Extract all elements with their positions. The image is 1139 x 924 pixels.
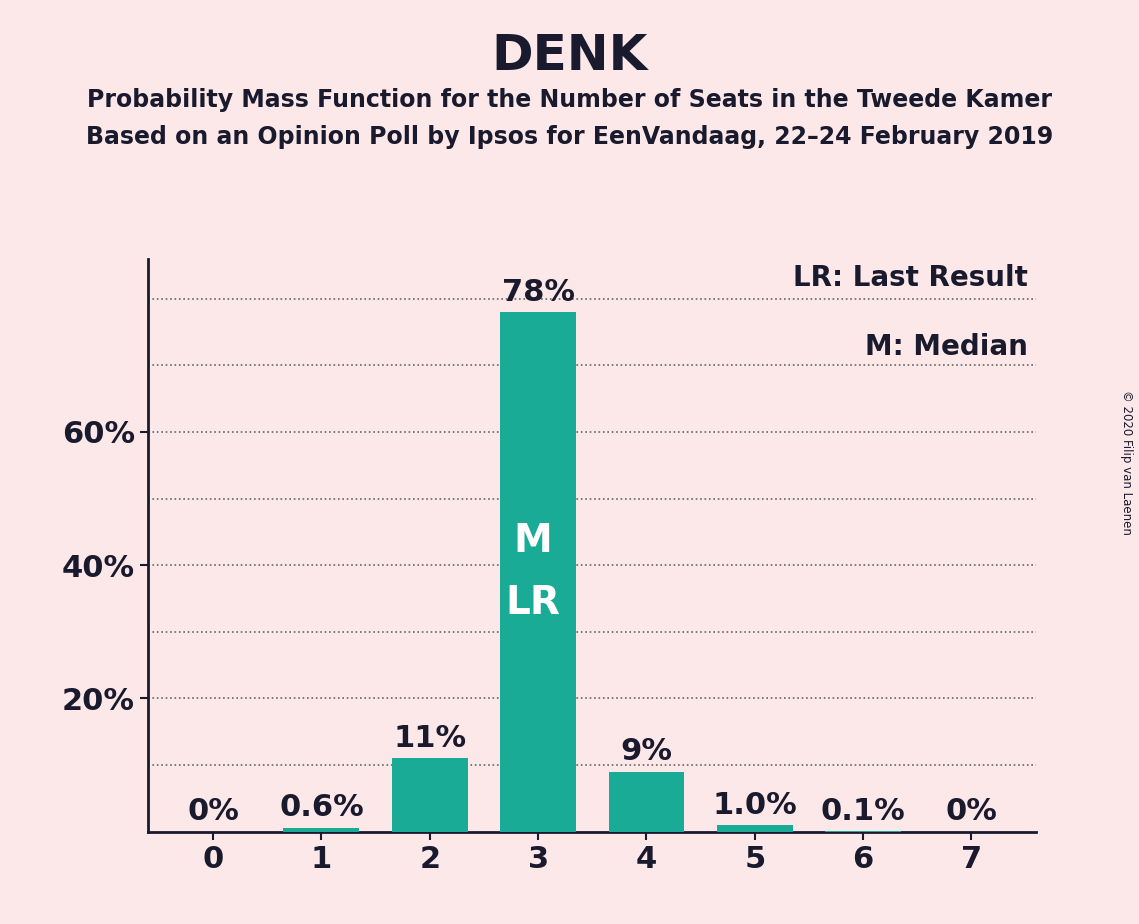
Text: M: Median: M: Median: [865, 334, 1027, 361]
Text: LR: LR: [506, 584, 560, 622]
Text: LR: Last Result: LR: Last Result: [793, 264, 1027, 293]
Text: Probability Mass Function for the Number of Seats in the Tweede Kamer: Probability Mass Function for the Number…: [87, 88, 1052, 112]
Text: 1.0%: 1.0%: [712, 791, 797, 820]
Text: 0%: 0%: [945, 797, 998, 826]
Text: M: M: [514, 522, 552, 560]
Bar: [392, 759, 468, 832]
Text: 0%: 0%: [187, 797, 239, 826]
Text: 0.6%: 0.6%: [279, 794, 363, 822]
Bar: [608, 772, 685, 832]
Text: 78%: 78%: [501, 278, 574, 307]
Text: DENK: DENK: [491, 32, 648, 80]
Text: 0.1%: 0.1%: [821, 796, 906, 826]
Text: Based on an Opinion Poll by Ipsos for EenVandaag, 22–24 February 2019: Based on an Opinion Poll by Ipsos for Ee…: [85, 125, 1054, 149]
Bar: [284, 828, 359, 832]
Bar: [500, 312, 576, 832]
Text: 11%: 11%: [393, 724, 466, 753]
Text: 9%: 9%: [621, 737, 672, 766]
Bar: [716, 825, 793, 832]
Text: © 2020 Filip van Laenen: © 2020 Filip van Laenen: [1121, 390, 1133, 534]
